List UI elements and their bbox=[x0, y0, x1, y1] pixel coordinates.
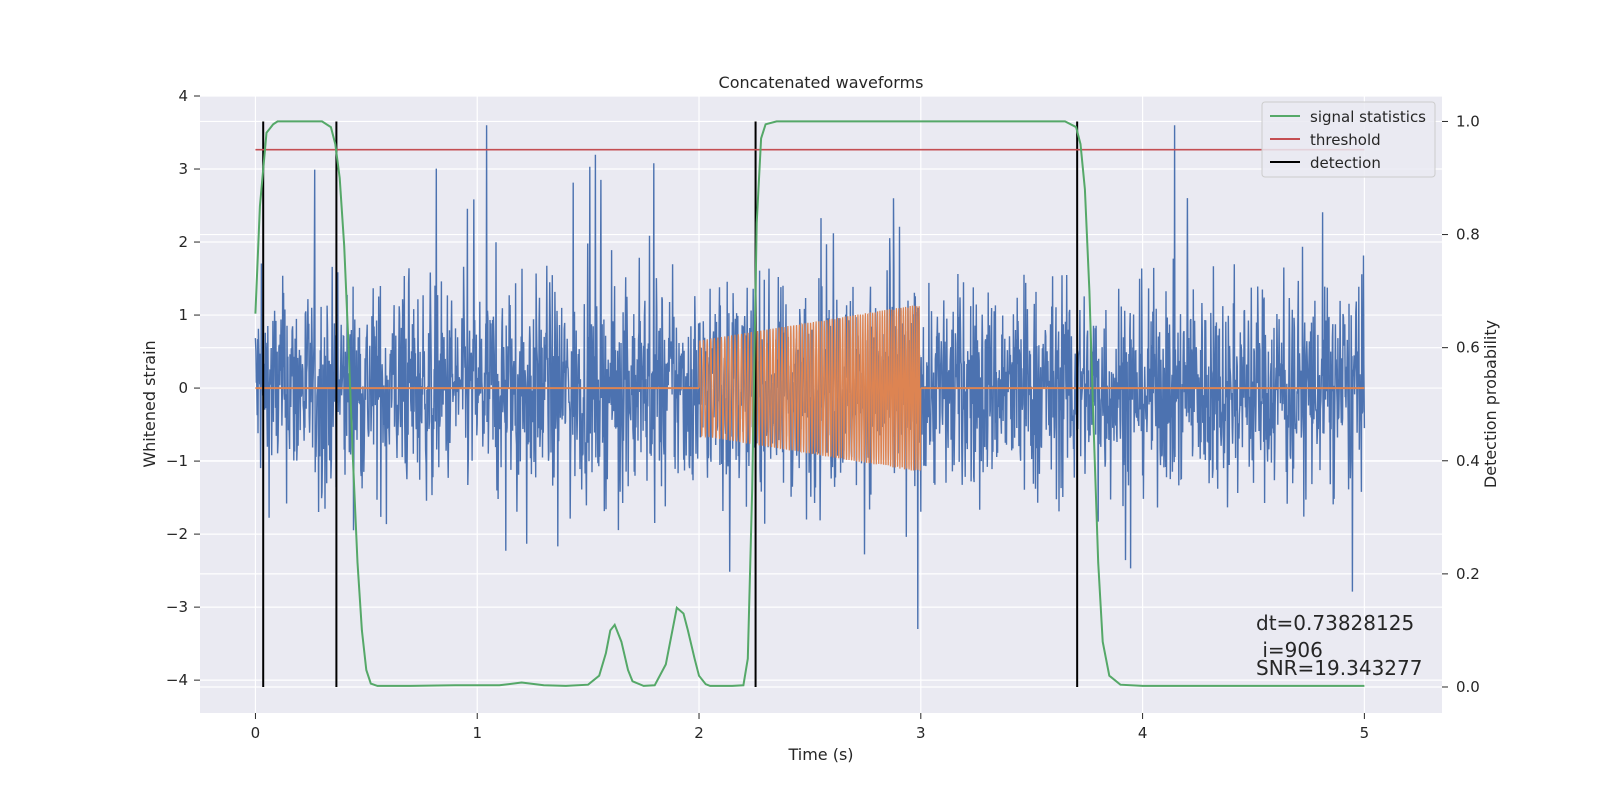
detection-lines bbox=[262, 121, 1079, 687]
legend-label-threshold: threshold bbox=[1310, 131, 1381, 149]
y2-tick-label: 0.2 bbox=[1456, 565, 1480, 583]
signal-statistics-line bbox=[254, 120, 1365, 687]
x-tick-label: 3 bbox=[916, 724, 926, 742]
y2-tick-label: 0.4 bbox=[1456, 452, 1480, 470]
y-tick-label: 1 bbox=[178, 306, 188, 324]
y-tick-label: 4 bbox=[178, 87, 188, 105]
injection-series bbox=[255, 305, 1365, 472]
x-tick-label: 2 bbox=[694, 724, 704, 742]
y-tick-label: −2 bbox=[166, 525, 188, 543]
y2-tick-label: 0.8 bbox=[1456, 226, 1480, 244]
y-tick-label: 2 bbox=[178, 233, 188, 251]
chart-title: Concatenated waveforms bbox=[719, 73, 924, 92]
annotation-dt: dt=0.73828125 bbox=[1256, 611, 1414, 635]
injection-chirp bbox=[698, 305, 922, 472]
legend-label-detection: detection bbox=[1310, 154, 1381, 172]
y-tick-label: −3 bbox=[166, 598, 188, 616]
y-tick-label: 3 bbox=[178, 160, 188, 178]
x-tick-label: 5 bbox=[1360, 724, 1370, 742]
ticks: 0 1 2 3 4 5 −4 −3 −2 −1 0 1 2 3 4 0.0 0.2 0.4 0.6 0.8 1.0 bbox=[166, 87, 1480, 742]
y-axis-label: Whitened strain bbox=[140, 340, 159, 467]
y2-axis-label: Detection probability bbox=[1481, 320, 1500, 488]
annotation-snr: SNR=19.343277 bbox=[1256, 656, 1422, 680]
x-tick-label: 0 bbox=[251, 724, 261, 742]
legend: signal statistics threshold detection bbox=[1261, 101, 1436, 178]
x-tick-label: 1 bbox=[472, 724, 482, 742]
signal-statistics-series bbox=[254, 120, 1365, 687]
x-tick-label: 4 bbox=[1138, 724, 1148, 742]
y-tick-label: −4 bbox=[166, 671, 188, 689]
annotation-index: i=906 bbox=[1256, 638, 1323, 662]
x-axis-label: Time (s) bbox=[787, 745, 853, 764]
legend-box bbox=[1261, 101, 1436, 178]
legend-label-signal-statistics: signal statistics bbox=[1310, 108, 1426, 126]
y-tick-label: 0 bbox=[178, 379, 188, 397]
y-tick-label: −1 bbox=[166, 452, 188, 470]
y2-tick-label: 0.0 bbox=[1456, 678, 1480, 696]
y2-tick-label: 1.0 bbox=[1456, 112, 1480, 130]
y2-tick-label: 0.6 bbox=[1456, 339, 1480, 357]
